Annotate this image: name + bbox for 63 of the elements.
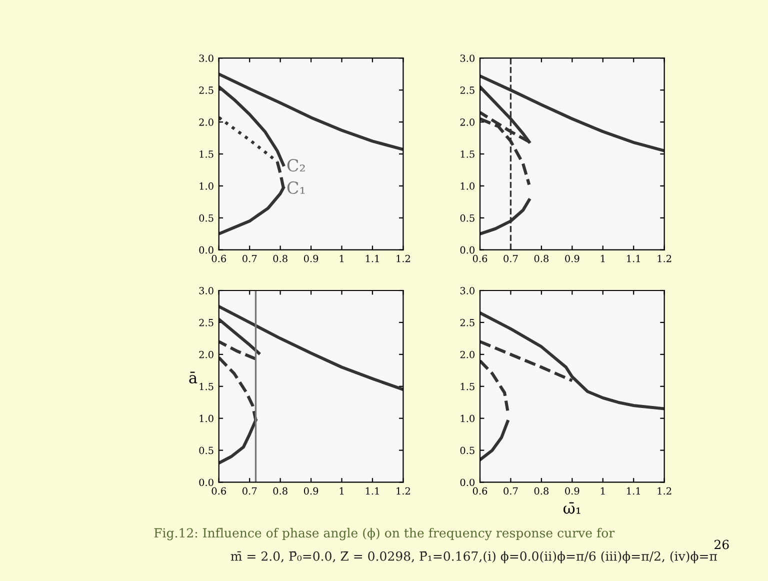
- y-tick-label: 2.5: [460, 318, 474, 326]
- y-tick-label: 0.5: [199, 446, 214, 454]
- x-tick-label: 0.7: [242, 487, 257, 495]
- x-tick-label: 0.6: [472, 254, 488, 262]
- x-tick-label: 0.8: [534, 487, 549, 495]
- y-tick-label: 2.0: [199, 350, 214, 358]
- x-tick-label: 1.1: [366, 254, 379, 262]
- x-tick-label: 1.1: [627, 487, 640, 495]
- y-tick-label: 1.0: [200, 414, 214, 422]
- x-tick-label: 1: [340, 254, 344, 262]
- x-tick-label: 0.9: [565, 487, 580, 495]
- y-tick-label: 3.0: [460, 286, 474, 294]
- x-tick-label: 0.8: [534, 254, 549, 262]
- y-tick-label: 1.5: [460, 382, 474, 390]
- y-tick-label: 2.0: [460, 118, 474, 126]
- y-tick-label: 2.5: [199, 86, 214, 94]
- y-tick-label: 0.0: [199, 246, 214, 254]
- y-tick-label: 2.0: [199, 118, 214, 126]
- y-tick-label: 0.0: [199, 478, 214, 486]
- x-tick-label: 1.1: [366, 487, 379, 495]
- y-tick-label: 0.0: [460, 478, 474, 486]
- x-axis-title: ω̄₁: [564, 502, 580, 514]
- annotation: C₂: [287, 158, 305, 172]
- x-tick-label: 1.2: [658, 254, 672, 262]
- x-tick-label: 0.8: [273, 254, 288, 262]
- y-tick-label: 3.0: [460, 54, 474, 62]
- x-tick-label: 0.9: [304, 254, 318, 262]
- y-tick-label: 0.5: [460, 446, 474, 454]
- x-tick-label: 1: [600, 254, 605, 262]
- y-tick-label: 1.0: [460, 414, 474, 422]
- text: 26: [714, 540, 729, 550]
- x-tick-label: 1.2: [658, 487, 672, 495]
- x-tick-label: 1.1: [627, 254, 640, 262]
- x-tick-label: 0.6: [212, 487, 226, 495]
- x-tick-label: 0.8: [273, 487, 288, 495]
- y-tick-label: 2.0: [460, 350, 474, 358]
- y-tick-label: 1.0: [200, 182, 214, 190]
- y-tick-label: 1.5: [200, 382, 214, 390]
- x-tick-label: 0.7: [504, 487, 518, 495]
- y-tick-label: 0.5: [199, 214, 214, 222]
- x-tick-label: 1: [600, 487, 605, 494]
- x-tick-label: 0.6: [212, 254, 226, 262]
- annotation: C₁: [287, 181, 305, 194]
- x-tick-label: 0.6: [472, 487, 488, 495]
- x-tick-label: 1.2: [396, 254, 410, 262]
- x-tick-label: 0.7: [504, 254, 518, 262]
- y-tick-label: 3.0: [199, 286, 214, 294]
- y-axis-title: ā: [189, 372, 198, 384]
- text: m̄ = 2.0, P̄₀=0.0, Z̄ = 0.0298, P̄₁=0.167,(i) ϕ=0.0(ii)ϕ=π/6 (iii)ϕ=π/2, (iv)ϕ=π: [230, 551, 717, 564]
- y-tick-label: 1.5: [200, 150, 214, 158]
- y-tick-label: 2.5: [199, 318, 214, 326]
- x-tick-label: 1.2: [396, 487, 410, 495]
- caption: Fig.12: Influence of phase angle (ϕ) on the frequency response curve for: [154, 528, 615, 540]
- y-tick-label: 0.5: [460, 214, 474, 222]
- x-tick-label: 0.9: [304, 487, 318, 495]
- y-tick-label: 3.0: [199, 54, 214, 62]
- x-tick-label: 0.9: [565, 254, 580, 262]
- y-tick-label: 2.5: [460, 86, 474, 94]
- y-tick-label: 0.0: [460, 246, 474, 254]
- x-tick-label: 0.7: [242, 254, 257, 262]
- y-tick-label: 1.0: [460, 182, 474, 190]
- x-tick-label: 1: [340, 487, 344, 494]
- y-tick-label: 1.5: [460, 150, 474, 158]
